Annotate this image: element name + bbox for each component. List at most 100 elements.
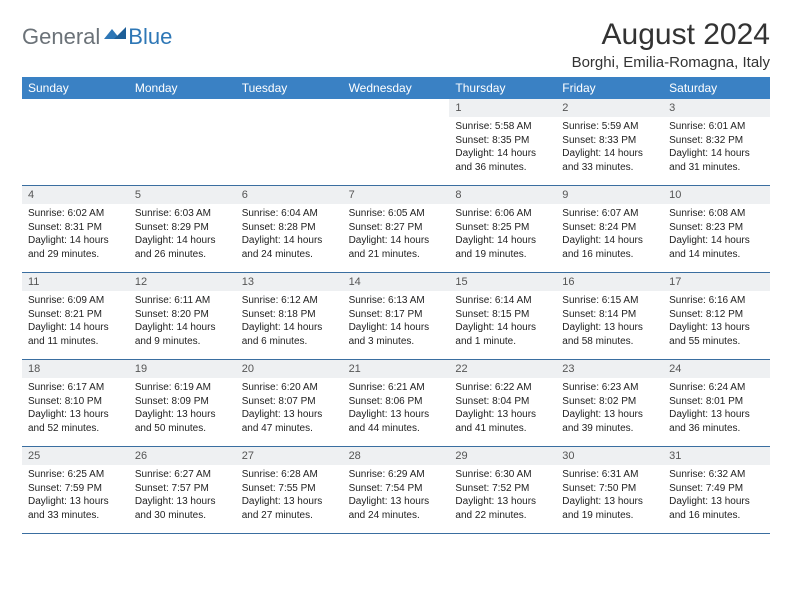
- daylight-text: Daylight: 13 hours and 22 minutes.: [455, 495, 550, 522]
- day-number: 13: [236, 273, 343, 291]
- day-number: 6: [236, 186, 343, 204]
- sunrise-text: Sunrise: 6:09 AM: [28, 294, 123, 308]
- day-cell: 15Sunrise: 6:14 AMSunset: 8:15 PMDayligh…: [449, 273, 556, 359]
- sunset-text: Sunset: 8:23 PM: [669, 221, 764, 235]
- day-number: 11: [22, 273, 129, 291]
- dow-thursday: Thursday: [449, 77, 556, 99]
- sunrise-text: Sunrise: 6:17 AM: [28, 381, 123, 395]
- day-body: Sunrise: 5:58 AMSunset: 8:35 PMDaylight:…: [449, 117, 556, 180]
- day-body: Sunrise: 6:15 AMSunset: 8:14 PMDaylight:…: [556, 291, 663, 354]
- sunrise-text: Sunrise: 6:15 AM: [562, 294, 657, 308]
- sunrise-text: Sunrise: 6:02 AM: [28, 207, 123, 221]
- daylight-text: Daylight: 13 hours and 19 minutes.: [562, 495, 657, 522]
- sunrise-text: Sunrise: 6:30 AM: [455, 468, 550, 482]
- daylight-text: Daylight: 13 hours and 16 minutes.: [669, 495, 764, 522]
- daylight-text: Daylight: 14 hours and 14 minutes.: [669, 234, 764, 261]
- day-body: Sunrise: 6:06 AMSunset: 8:25 PMDaylight:…: [449, 204, 556, 267]
- calendar: Sunday Monday Tuesday Wednesday Thursday…: [22, 77, 770, 534]
- day-cell: 4Sunrise: 6:02 AMSunset: 8:31 PMDaylight…: [22, 186, 129, 272]
- daylight-text: Daylight: 13 hours and 47 minutes.: [242, 408, 337, 435]
- daylight-text: Daylight: 13 hours and 41 minutes.: [455, 408, 550, 435]
- daylight-text: Daylight: 13 hours and 50 minutes.: [135, 408, 230, 435]
- sunset-text: Sunset: 8:20 PM: [135, 308, 230, 322]
- day-of-week-header: Sunday Monday Tuesday Wednesday Thursday…: [22, 77, 770, 99]
- sunrise-text: Sunrise: 6:06 AM: [455, 207, 550, 221]
- sunset-text: Sunset: 7:55 PM: [242, 482, 337, 496]
- day-cell: 5Sunrise: 6:03 AMSunset: 8:29 PMDaylight…: [129, 186, 236, 272]
- day-cell: 27Sunrise: 6:28 AMSunset: 7:55 PMDayligh…: [236, 447, 343, 533]
- day-body: Sunrise: 6:32 AMSunset: 7:49 PMDaylight:…: [663, 465, 770, 528]
- sunset-text: Sunset: 8:21 PM: [28, 308, 123, 322]
- day-number: 14: [343, 273, 450, 291]
- day-number: 28: [343, 447, 450, 465]
- sunrise-text: Sunrise: 6:22 AM: [455, 381, 550, 395]
- sunset-text: Sunset: 7:49 PM: [669, 482, 764, 496]
- daylight-text: Daylight: 13 hours and 33 minutes.: [28, 495, 123, 522]
- day-number: 4: [22, 186, 129, 204]
- header: General Blue August 2024 Borghi, Emilia-…: [22, 18, 770, 71]
- daylight-text: Daylight: 13 hours and 36 minutes.: [669, 408, 764, 435]
- day-number: 29: [449, 447, 556, 465]
- day-cell: 12Sunrise: 6:11 AMSunset: 8:20 PMDayligh…: [129, 273, 236, 359]
- day-cell: 24Sunrise: 6:24 AMSunset: 8:01 PMDayligh…: [663, 360, 770, 446]
- sunrise-text: Sunrise: 5:59 AM: [562, 120, 657, 134]
- day-cell: 22Sunrise: 6:22 AMSunset: 8:04 PMDayligh…: [449, 360, 556, 446]
- daylight-text: Daylight: 13 hours and 52 minutes.: [28, 408, 123, 435]
- sunrise-text: Sunrise: 6:12 AM: [242, 294, 337, 308]
- day-number: 30: [556, 447, 663, 465]
- sunrise-text: Sunrise: 6:32 AM: [669, 468, 764, 482]
- day-cell: 3Sunrise: 6:01 AMSunset: 8:32 PMDaylight…: [663, 99, 770, 185]
- day-cell: 2 Sunrise: 5:59 AMSunset: 8:33 PMDaylight…: [556, 99, 663, 185]
- daylight-text: Daylight: 13 hours and 24 minutes.: [349, 495, 444, 522]
- day-number: 2: [556, 99, 663, 117]
- location: Borghi, Emilia-Romagna, Italy: [572, 54, 770, 71]
- day-number: 18: [22, 360, 129, 378]
- daylight-text: Daylight: 14 hours and 24 minutes.: [242, 234, 337, 261]
- day-cell: 11 Sunrise: 6:09 AMSunset: 8:21 PMDayligh…: [22, 273, 129, 359]
- day-body: Sunrise: 6:14 AMSunset: 8:15 PMDaylight:…: [449, 291, 556, 354]
- day-number: 1: [449, 99, 556, 117]
- sunrise-text: Sunrise: 6:21 AM: [349, 381, 444, 395]
- day-number: 20: [236, 360, 343, 378]
- sunrise-text: Sunrise: 6:31 AM: [562, 468, 657, 482]
- day-body: Sunrise: 6:07 AMSunset: 8:24 PMDaylight:…: [556, 204, 663, 267]
- sunset-text: Sunset: 8:01 PM: [669, 395, 764, 409]
- logo: General Blue: [22, 24, 172, 50]
- daylight-text: Daylight: 14 hours and 19 minutes.: [455, 234, 550, 261]
- sunset-text: Sunset: 8:24 PM: [562, 221, 657, 235]
- daylight-text: Daylight: 14 hours and 16 minutes.: [562, 234, 657, 261]
- day-number: 3: [663, 99, 770, 117]
- sunset-text: Sunset: 8:33 PM: [562, 134, 657, 148]
- sunset-text: Sunset: 8:10 PM: [28, 395, 123, 409]
- day-number: 19: [129, 360, 236, 378]
- logo-text-general: General: [22, 24, 100, 50]
- sunset-text: Sunset: 8:07 PM: [242, 395, 337, 409]
- sunrise-text: Sunrise: 5:58 AM: [455, 120, 550, 134]
- week-row: 4Sunrise: 6:02 AMSunset: 8:31 PMDaylight…: [22, 186, 770, 273]
- logo-flag-icon: [104, 26, 126, 49]
- day-body: Sunrise: 6:30 AMSunset: 7:52 PMDaylight:…: [449, 465, 556, 528]
- day-cell: 1Sunrise: 5:58 AMSunset: 8:35 PMDaylight…: [449, 99, 556, 185]
- daylight-text: Daylight: 14 hours and 11 minutes.: [28, 321, 123, 348]
- day-cell: 17Sunrise: 6:16 AMSunset: 8:12 PMDayligh…: [663, 273, 770, 359]
- daylight-text: Daylight: 14 hours and 31 minutes.: [669, 147, 764, 174]
- day-body: Sunrise: 6:29 AMSunset: 7:54 PMDaylight:…: [343, 465, 450, 528]
- sunrise-text: Sunrise: 6:01 AM: [669, 120, 764, 134]
- day-cell: 6Sunrise: 6:04 AMSunset: 8:28 PMDaylight…: [236, 186, 343, 272]
- day-cell: 18 Sunrise: 6:17 AMSunset: 8:10 PMDayligh…: [22, 360, 129, 446]
- dow-monday: Monday: [129, 77, 236, 99]
- day-number: 23: [556, 360, 663, 378]
- daylight-text: Daylight: 14 hours and 33 minutes.: [562, 147, 657, 174]
- day-cell: 9Sunrise: 6:07 AMSunset: 8:24 PMDaylight…: [556, 186, 663, 272]
- dow-wednesday: Wednesday: [343, 77, 450, 99]
- day-body: Sunrise: 6:24 AMSunset: 8:01 PMDaylight:…: [663, 378, 770, 441]
- sunrise-text: Sunrise: 6:24 AM: [669, 381, 764, 395]
- sunset-text: Sunset: 8:15 PM: [455, 308, 550, 322]
- month-title: August 2024: [572, 18, 770, 52]
- sunrise-text: Sunrise: 6:20 AM: [242, 381, 337, 395]
- day-body: Sunrise: 6:12 AMSunset: 8:18 PMDaylight:…: [236, 291, 343, 354]
- sunrise-text: Sunrise: 6:04 AM: [242, 207, 337, 221]
- daylight-text: Daylight: 14 hours and 9 minutes.: [135, 321, 230, 348]
- daylight-text: Daylight: 14 hours and 1 minute.: [455, 321, 550, 348]
- daylight-text: Daylight: 14 hours and 36 minutes.: [455, 147, 550, 174]
